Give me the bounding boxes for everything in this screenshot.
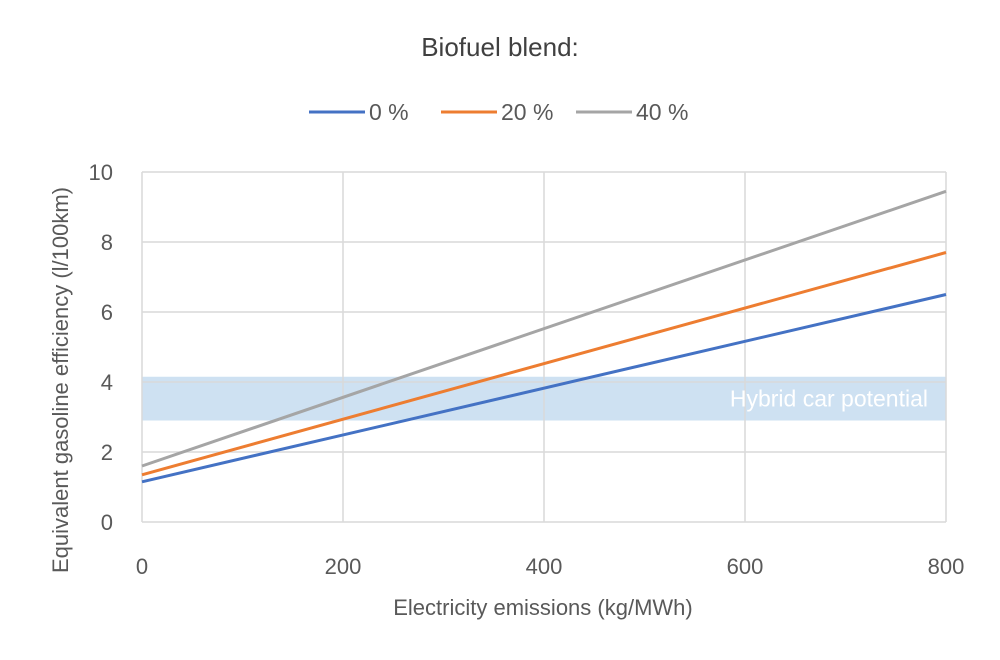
series-line-1 — [141, 251, 947, 477]
x-tick-label: 200 — [325, 554, 362, 579]
legend: 0 % 20 % 40 % — [309, 99, 688, 125]
legend-label-1: 20 % — [501, 99, 553, 125]
x-tick-label: 800 — [928, 554, 965, 579]
legend-label-0: 0 % — [369, 99, 409, 125]
band-label-group: Hybrid car potential — [730, 386, 928, 412]
series-line-0 — [141, 293, 947, 484]
legend-label-2: 40 % — [636, 99, 688, 125]
y-tick-label: 8 — [101, 230, 113, 255]
x-tick-label: 0 — [136, 554, 148, 579]
y-tick-label: 4 — [101, 370, 113, 395]
y-tick-label: 6 — [101, 300, 113, 325]
series-line-2 — [141, 189, 947, 468]
x-tick-label: 400 — [526, 554, 563, 579]
y-axis-title: Equivalent gasoline efficiency (l/100km) — [48, 187, 73, 573]
y-tick-label: 0 — [101, 510, 113, 535]
y-axis-ticks: 0 2 4 6 8 10 — [89, 160, 113, 535]
series-lines — [141, 189, 947, 484]
x-axis-ticks: 0 200 400 600 800 — [136, 554, 964, 579]
x-axis-title: Electricity emissions (kg/MWh) — [393, 595, 692, 620]
hybrid-band-label: Hybrid car potential — [730, 386, 928, 412]
y-tick-label: 2 — [101, 440, 113, 465]
x-tick-label: 600 — [727, 554, 764, 579]
y-tick-label: 10 — [89, 160, 113, 185]
chart-title: Biofuel blend: — [421, 32, 579, 62]
